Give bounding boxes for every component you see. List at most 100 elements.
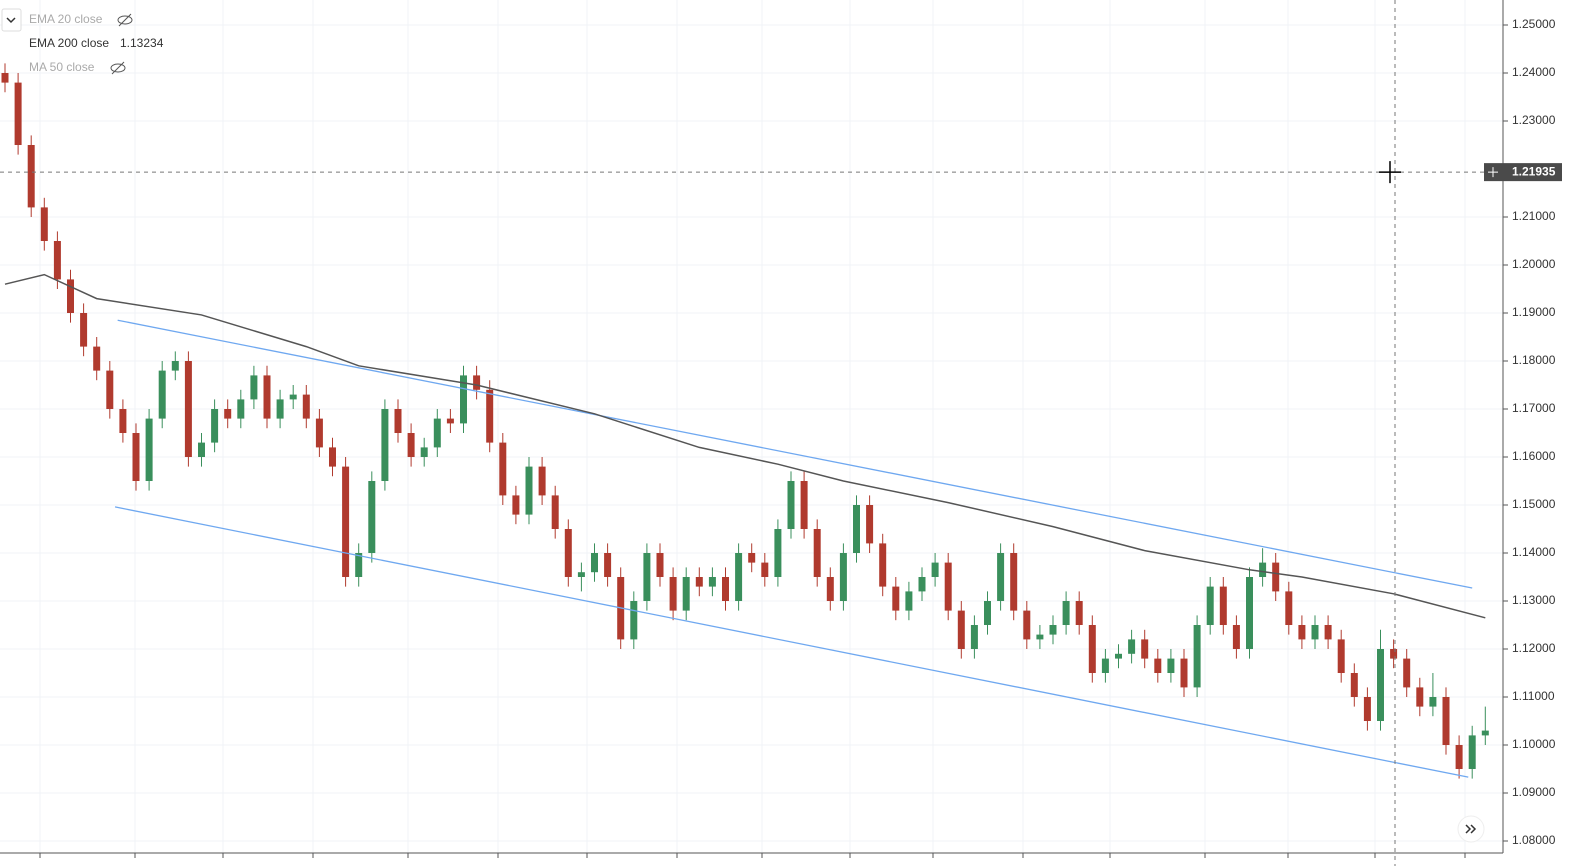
candle-body bbox=[1, 73, 9, 83]
candle-body bbox=[643, 553, 651, 602]
scroll-icon bbox=[1465, 824, 1477, 834]
candle-body bbox=[355, 553, 363, 578]
candle-body bbox=[957, 610, 965, 650]
y-tick-label: 1.10000 bbox=[1512, 737, 1556, 751]
candle-body bbox=[1049, 625, 1057, 635]
scroll-button[interactable] bbox=[1457, 815, 1485, 843]
candle-body bbox=[1455, 745, 1463, 770]
candle-body bbox=[158, 370, 166, 419]
candle-body bbox=[420, 447, 428, 458]
crosshair-cursor bbox=[1379, 161, 1401, 184]
candle-body bbox=[538, 466, 546, 496]
candle-body bbox=[591, 553, 598, 573]
candle-body bbox=[1232, 625, 1240, 650]
candle-body bbox=[1416, 687, 1424, 707]
candle-body bbox=[695, 577, 703, 587]
candle-body bbox=[1390, 649, 1398, 659]
candle-body bbox=[1285, 591, 1293, 626]
candle-body bbox=[630, 601, 638, 640]
candle-body bbox=[119, 409, 127, 434]
candle-body bbox=[1010, 553, 1018, 611]
candle-body bbox=[67, 279, 74, 314]
candle-body bbox=[106, 370, 114, 410]
legend: EMA 20 close EMA 200 close 1.13234 MA 50 cl… bbox=[1, 8, 164, 75]
candle-body bbox=[237, 399, 245, 419]
plot bbox=[0, 0, 1503, 866]
trendline bbox=[117, 319, 1473, 589]
candle-body bbox=[1193, 625, 1201, 688]
candle-body bbox=[918, 577, 926, 592]
collapse-button[interactable] bbox=[1, 8, 22, 32]
candle-body bbox=[1062, 601, 1070, 626]
candle-body bbox=[1481, 730, 1489, 736]
y-tick-label: 1.14000 bbox=[1512, 545, 1556, 559]
candle-body bbox=[787, 481, 795, 530]
hidden-eye-icon bbox=[110, 63, 126, 73]
y-tick-label: 1.11000 bbox=[1512, 689, 1555, 703]
candle-body bbox=[53, 241, 61, 280]
candle-body bbox=[656, 553, 664, 578]
candle-body bbox=[263, 375, 271, 419]
y-tick-label: 1.20000 bbox=[1512, 257, 1556, 271]
y-tick-label: 1.15000 bbox=[1512, 497, 1556, 511]
candle-body bbox=[368, 481, 376, 554]
candle-body bbox=[342, 466, 350, 578]
candle-body bbox=[1023, 610, 1031, 640]
y-tick-label: 1.23000 bbox=[1512, 113, 1556, 127]
candle-body bbox=[1259, 562, 1267, 578]
candle-body bbox=[682, 577, 690, 611]
candle-body bbox=[512, 495, 520, 515]
candle-body bbox=[1298, 625, 1306, 640]
y-axis: 1.25000 1.24000 1.23000 1.21000 1.20000 1.190… bbox=[1484, 17, 1562, 847]
candle-body bbox=[27, 145, 35, 208]
candle-body bbox=[446, 418, 454, 424]
hidden-eye-slash bbox=[111, 61, 125, 75]
candle-body bbox=[879, 543, 887, 587]
candle-body bbox=[499, 442, 507, 496]
candle-body bbox=[198, 442, 205, 458]
candle-body bbox=[970, 625, 978, 650]
y-tick-label: 1.25000 bbox=[1512, 17, 1556, 31]
candle-body bbox=[80, 313, 88, 347]
y-tick-label: 1.12000 bbox=[1512, 641, 1556, 655]
candle-body bbox=[1429, 697, 1437, 707]
legend-label: MA 50 close bbox=[29, 60, 95, 74]
candle-body bbox=[800, 481, 808, 530]
chevron-icon bbox=[6, 17, 16, 24]
candle-body bbox=[1324, 625, 1332, 640]
candle-body bbox=[276, 399, 284, 419]
candle-body bbox=[866, 505, 874, 544]
candle-body bbox=[761, 562, 769, 578]
candle-body bbox=[905, 591, 913, 611]
candle-body bbox=[892, 586, 900, 611]
candle-body bbox=[735, 553, 743, 602]
candle-body bbox=[708, 577, 716, 587]
candle-body bbox=[145, 418, 153, 482]
candle-body bbox=[1246, 577, 1253, 650]
candle-body bbox=[748, 553, 756, 563]
candle-body bbox=[1206, 586, 1214, 626]
crosshair-plus bbox=[1488, 167, 1498, 178]
candle-body bbox=[839, 553, 847, 602]
candle-body bbox=[381, 409, 389, 482]
y-tick-label: 1.24000 bbox=[1512, 65, 1556, 79]
candle-body bbox=[1101, 658, 1109, 674]
candle-body bbox=[407, 433, 415, 458]
candle-body bbox=[171, 361, 179, 371]
candle-body bbox=[394, 409, 402, 434]
candle-body bbox=[944, 562, 952, 611]
candle-body bbox=[211, 409, 219, 443]
candle-body bbox=[184, 361, 192, 458]
candle-body bbox=[1311, 625, 1319, 640]
hidden-eye-icon bbox=[117, 15, 133, 25]
candle-body bbox=[1219, 586, 1227, 626]
candle-body bbox=[1154, 658, 1162, 674]
candle-body bbox=[250, 375, 258, 400]
crosshair-label-bg bbox=[1484, 163, 1562, 182]
legend-label: EMA 200 close bbox=[29, 36, 109, 50]
y-tick-label: 1.08000 bbox=[1512, 833, 1556, 847]
y-tick-label: 1.17000 bbox=[1512, 401, 1556, 415]
candle-body bbox=[473, 375, 481, 390]
